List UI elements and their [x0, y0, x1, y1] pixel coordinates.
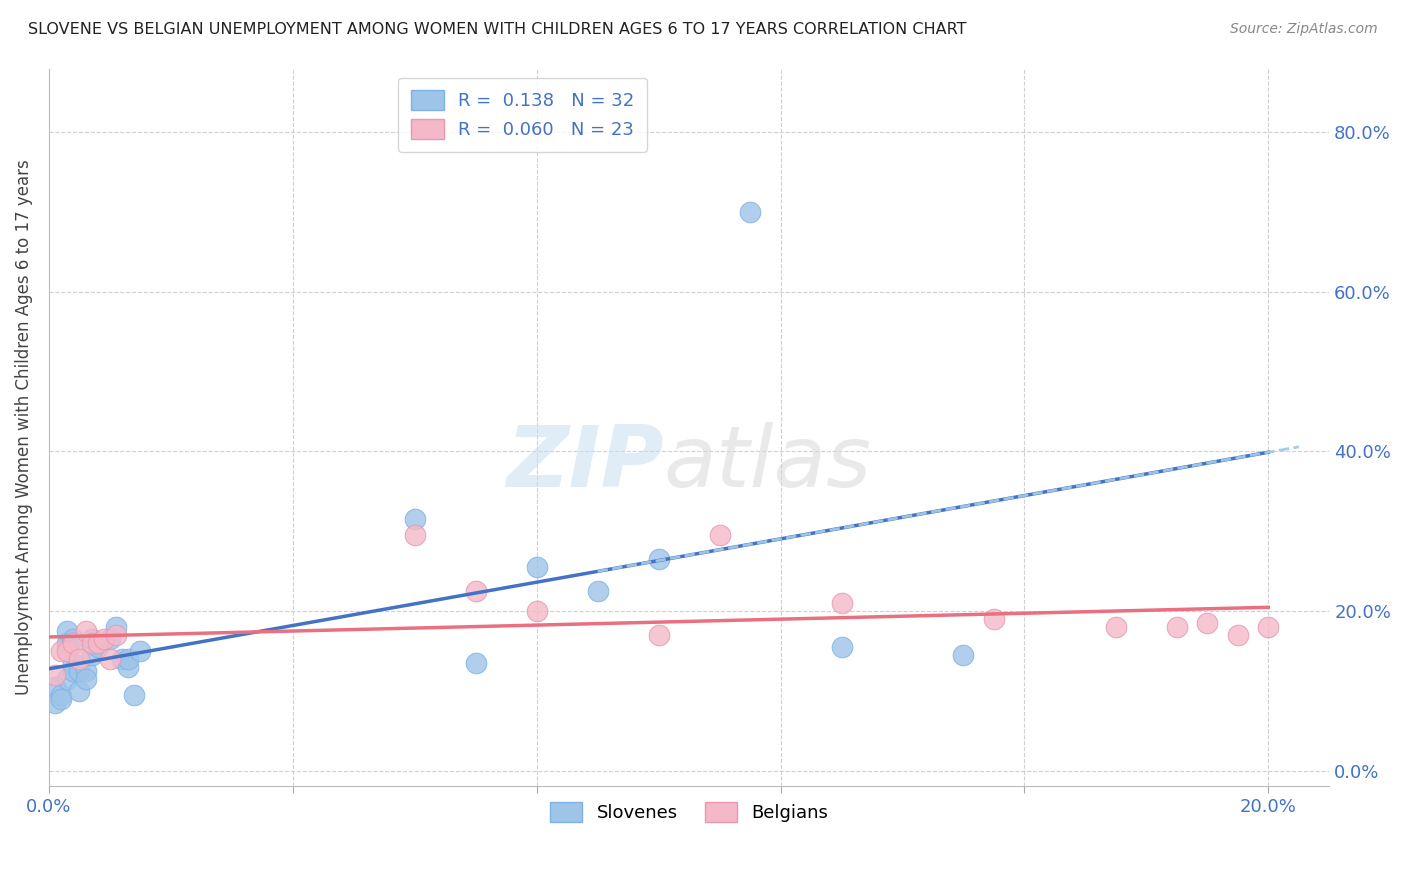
Point [952, 648, 974, 662]
Text: ZIP: ZIP [506, 422, 664, 505]
Point [129, 644, 152, 658]
Point [87, 640, 110, 654]
Point [62, 636, 84, 650]
Point [1166, 620, 1188, 634]
Point [1257, 620, 1279, 634]
Point [80, 632, 103, 646]
Point [44, 696, 66, 710]
Point [738, 205, 761, 219]
Point [51, 691, 73, 706]
Point [117, 652, 139, 666]
Point [62, 632, 84, 646]
Point [404, 528, 426, 542]
Point [647, 552, 669, 566]
Point [124, 688, 146, 702]
Point [105, 620, 128, 634]
Point [75, 664, 97, 678]
Point [51, 688, 73, 702]
Point [983, 612, 1005, 626]
Point [56, 636, 79, 650]
Point [51, 644, 73, 658]
Point [69, 664, 91, 678]
Point [98, 652, 121, 666]
Point [831, 596, 853, 610]
Point [62, 664, 84, 678]
Point [117, 660, 139, 674]
Point [44, 680, 66, 694]
Point [464, 584, 486, 599]
Point [56, 672, 79, 686]
Point [404, 512, 426, 526]
Text: Source: ZipAtlas.com: Source: ZipAtlas.com [1230, 22, 1378, 37]
Point [526, 604, 548, 618]
Point [69, 683, 91, 698]
Point [75, 672, 97, 686]
Point [1105, 620, 1128, 634]
Point [56, 624, 79, 638]
Point [80, 648, 103, 662]
Point [1226, 628, 1249, 642]
Point [1197, 615, 1219, 630]
Point [80, 636, 103, 650]
Point [464, 656, 486, 670]
Point [98, 632, 121, 646]
Point [105, 628, 128, 642]
Point [111, 652, 134, 666]
Point [647, 628, 669, 642]
Text: SLOVENE VS BELGIAN UNEMPLOYMENT AMONG WOMEN WITH CHILDREN AGES 6 TO 17 YEARS COR: SLOVENE VS BELGIAN UNEMPLOYMENT AMONG WO… [28, 22, 966, 37]
Legend: Slovenes, Belgians: Slovenes, Belgians [537, 789, 841, 835]
Point [709, 528, 731, 542]
Point [93, 632, 115, 646]
Point [44, 667, 66, 681]
Point [69, 652, 91, 666]
Point [56, 644, 79, 658]
Y-axis label: Unemployment Among Women with Children Ages 6 to 17 years: Unemployment Among Women with Children A… [15, 160, 32, 696]
Point [62, 656, 84, 670]
Point [831, 640, 853, 654]
Point [75, 624, 97, 638]
Text: atlas: atlas [664, 422, 872, 505]
Point [526, 560, 548, 574]
Point [586, 584, 609, 599]
Point [87, 636, 110, 650]
